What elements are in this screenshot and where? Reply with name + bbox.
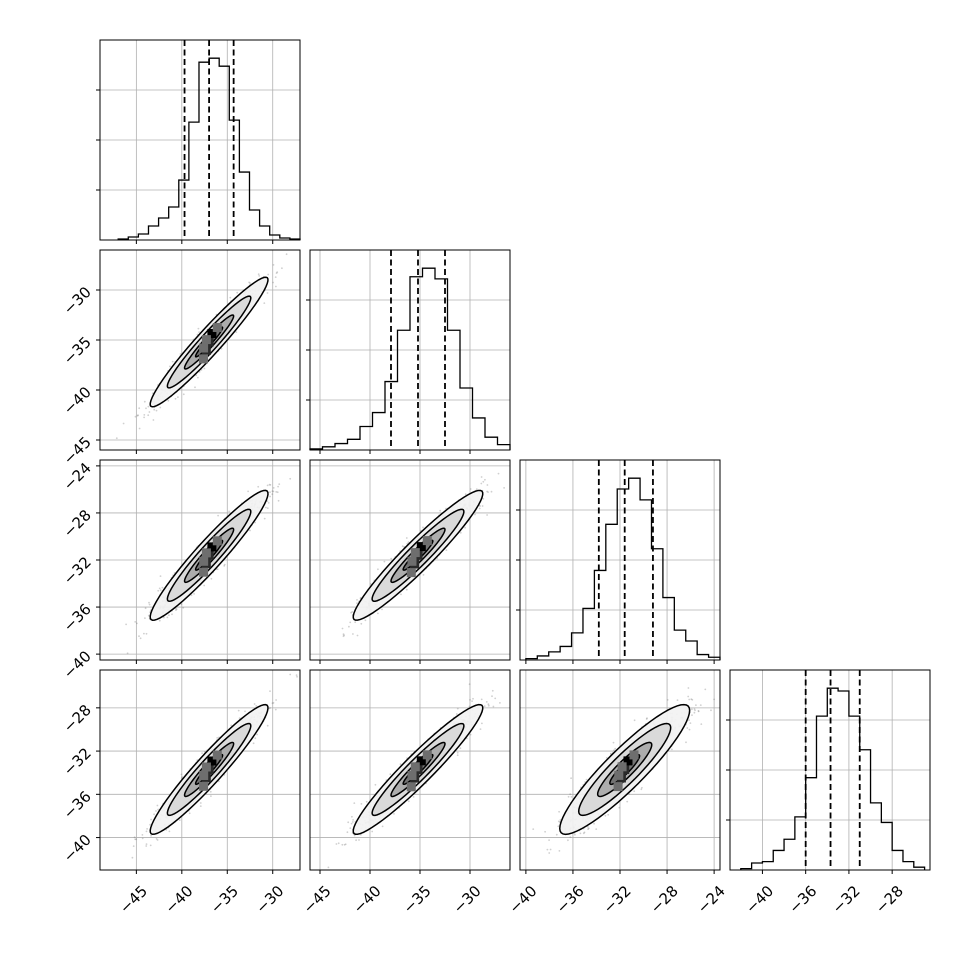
density-cell: [199, 556, 209, 566]
y-tick-label: −28: [60, 701, 95, 736]
axes-frame: [309, 249, 511, 451]
density-peak-cells: [406, 750, 432, 792]
x-tick-label: −30: [450, 882, 485, 917]
density-cell: [410, 548, 420, 558]
density-peak-cells: [199, 323, 222, 364]
x-tick-label: −40: [742, 882, 777, 917]
x-tick-label: −32: [600, 882, 635, 917]
axes-frame: [99, 249, 301, 451]
axes-frame: [309, 669, 511, 871]
density-cell: [629, 750, 639, 760]
x-tick-label: −28: [647, 882, 682, 917]
histogram-bars: [740, 687, 926, 870]
x-tick-label: −40: [506, 882, 541, 917]
histogram-panel-2: [516, 459, 721, 661]
y-tick-label: −32: [60, 553, 95, 588]
density-cell: [201, 548, 211, 558]
density-cell: [407, 771, 417, 780]
histogram-panel-1: [306, 249, 511, 451]
scatter-panel-3-2: [519, 669, 721, 871]
y-tick-label: −40: [60, 383, 95, 418]
axes-frame: [309, 459, 511, 661]
x-tick-label: −24: [694, 882, 729, 917]
x-tick-label: −35: [400, 882, 435, 917]
density-cell: [614, 770, 624, 780]
density-cell: [407, 556, 417, 566]
axes-frame: [729, 669, 931, 871]
density-cell: [406, 568, 416, 578]
y-tick-label: −36: [60, 600, 95, 635]
y-tick-label: −40: [60, 647, 95, 682]
density-cell: [199, 343, 209, 353]
x-tick-label: −40: [161, 882, 196, 917]
density-cell: [207, 329, 217, 338]
density-cell: [199, 781, 209, 791]
x-tick-label: −36: [785, 882, 820, 917]
scatter-panel-1-0: [99, 249, 301, 451]
x-tick-label: −45: [116, 882, 151, 917]
density-cell: [199, 354, 208, 364]
histogram-panel-3: [726, 669, 931, 871]
density-cell: [212, 750, 222, 760]
density-cell: [422, 536, 432, 546]
axes-frame: [99, 669, 301, 871]
density-cell: [617, 762, 627, 772]
density-peak-cells: [613, 750, 639, 792]
y-tick-label: −32: [60, 744, 95, 779]
x-tick-label: −45: [300, 882, 335, 917]
density-peak-cells: [199, 750, 222, 791]
scatter-panel-3-0: [99, 669, 301, 871]
density-cell: [199, 567, 209, 577]
histogram-panel-0: [96, 39, 301, 241]
x-tick-label: −28: [872, 882, 907, 917]
histogram-bars: [525, 477, 721, 660]
density-cell: [416, 542, 426, 552]
x-tick-label: −35: [207, 882, 242, 917]
y-tick-label: −28: [60, 506, 95, 541]
scatter-panel-2-0: [99, 459, 301, 661]
x-tick-label: −40: [350, 882, 385, 917]
scatter-panel-3-1: [309, 669, 511, 871]
density-cell: [199, 771, 209, 780]
x-tick-label: −36: [553, 882, 588, 917]
density-cell: [201, 762, 211, 772]
density-cell: [410, 762, 420, 772]
y-tick-label: −35: [60, 333, 95, 368]
density-cell: [613, 782, 623, 792]
y-tick-label: −40: [60, 831, 95, 866]
density-cell: [416, 756, 426, 766]
histogram-bars: [309, 267, 511, 450]
density-cell: [212, 536, 222, 546]
y-tick-label: −24: [60, 459, 95, 494]
y-tick-label: −30: [60, 283, 95, 318]
density-cell: [207, 542, 217, 552]
x-tick-label: −32: [829, 882, 864, 917]
density-cell: [406, 782, 416, 792]
density-peak-cells: [406, 536, 432, 578]
density-cell: [207, 756, 217, 766]
density-peak-cells: [199, 536, 222, 577]
x-tick-label: −30: [252, 882, 287, 917]
density-cell: [623, 756, 633, 766]
axes-frame: [99, 39, 301, 241]
y-tick-label: −36: [60, 787, 95, 822]
density-cell: [212, 323, 222, 332]
density-cell: [201, 335, 211, 345]
density-cell: [422, 750, 432, 760]
scatter-panel-2-1: [309, 459, 511, 661]
